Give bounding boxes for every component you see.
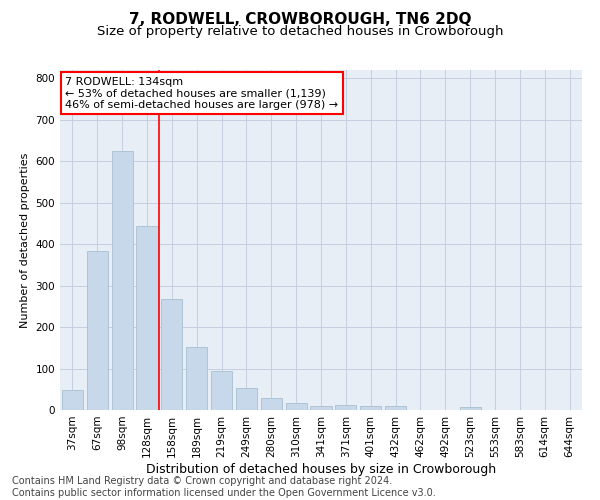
Bar: [62, 390, 83, 410]
Bar: [236, 388, 257, 410]
X-axis label: Distribution of detached houses by size in Crowborough: Distribution of detached houses by size …: [146, 462, 496, 475]
Y-axis label: Number of detached properties: Number of detached properties: [20, 152, 30, 328]
Bar: [310, 406, 332, 410]
Bar: [161, 299, 182, 410]
Text: 7, RODWELL, CROWBOROUGH, TN6 2DQ: 7, RODWELL, CROWBOROUGH, TN6 2DQ: [129, 12, 471, 28]
Text: 7 RODWELL: 134sqm
← 53% of detached houses are smaller (1,139)
46% of semi-detac: 7 RODWELL: 134sqm ← 53% of detached hous…: [65, 77, 338, 110]
Bar: [136, 226, 158, 410]
Bar: [186, 346, 207, 410]
Text: Contains HM Land Registry data © Crown copyright and database right 2024.
Contai: Contains HM Land Registry data © Crown c…: [12, 476, 436, 498]
Bar: [87, 251, 108, 410]
Bar: [211, 370, 232, 410]
Bar: [360, 406, 381, 410]
Bar: [112, 151, 133, 410]
Bar: [385, 406, 406, 410]
Bar: [286, 403, 307, 410]
Bar: [460, 406, 481, 410]
Text: Size of property relative to detached houses in Crowborough: Size of property relative to detached ho…: [97, 25, 503, 38]
Bar: [335, 404, 356, 410]
Bar: [261, 398, 282, 410]
